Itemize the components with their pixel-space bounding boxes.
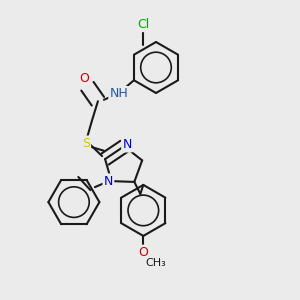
Text: N: N — [122, 138, 132, 151]
Text: CH₃: CH₃ — [145, 258, 166, 268]
Text: NH: NH — [110, 87, 128, 100]
Text: Cl: Cl — [137, 18, 149, 31]
Text: O: O — [80, 72, 89, 85]
Text: N: N — [104, 175, 113, 188]
Text: S: S — [82, 137, 90, 150]
Text: O: O — [138, 246, 148, 259]
